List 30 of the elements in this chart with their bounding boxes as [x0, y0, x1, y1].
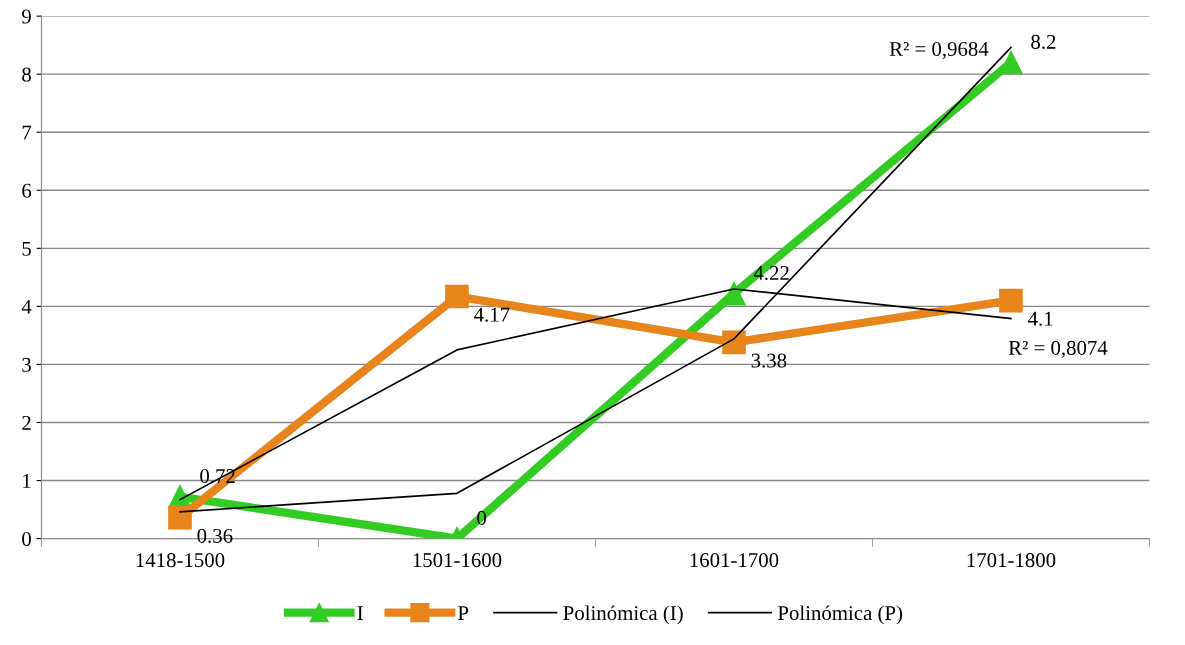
y-tick-label: 4 [21, 299, 32, 314]
y-tick-label: 5 [22, 241, 31, 256]
x-tick-label: 1701-1800 [967, 553, 1056, 568]
data-label: 0 [477, 510, 487, 525]
y-tick-label: 2 [22, 415, 31, 430]
data-label: 8.2 [1031, 34, 1056, 49]
annotation: R² = 0,9684 [889, 41, 989, 60]
annotation: R² = 0,8074 [1008, 340, 1108, 358]
legend-label: Polinómica (P) [778, 605, 903, 625]
x-tick-label: 1601-1700 [690, 553, 779, 568]
y-tick-label: 0 [22, 531, 31, 547]
point [168, 505, 192, 530]
point [999, 288, 1023, 313]
y-tick-label: 7 [22, 125, 32, 140]
data-label: 4.1 [1028, 311, 1053, 326]
y-tick-label: 6 [22, 183, 32, 198]
x-tick-label: 1501-1600 [413, 553, 502, 568]
x-tick-label: 1418-1500 [136, 553, 225, 568]
y-tick-label: 1 [23, 474, 31, 488]
legend-label: I [357, 606, 363, 620]
point [445, 284, 469, 309]
y-tick-label: 8 [22, 67, 31, 82]
data-label: 3.38 [751, 353, 787, 368]
y-tick-label: 9 [22, 9, 31, 24]
legend-label: P [458, 606, 469, 620]
y-tick-label: 3 [22, 357, 31, 372]
legend-label: Polinómica (I) [563, 605, 683, 625]
point [722, 330, 746, 355]
data-label: 0.36 [197, 528, 233, 543]
data-label: 4.17 [474, 307, 510, 322]
